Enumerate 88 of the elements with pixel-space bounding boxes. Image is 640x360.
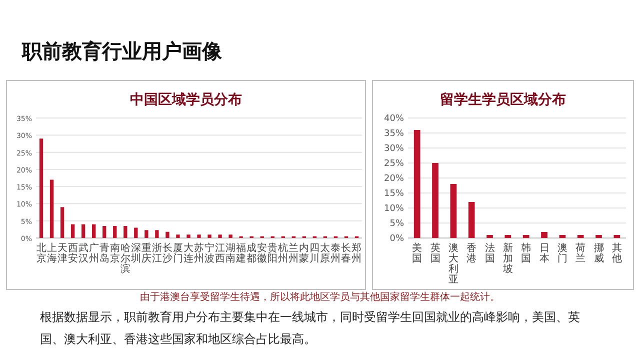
x-tick-label: 香港 <box>466 242 477 264</box>
x-tick-label: 长沙 <box>162 242 172 264</box>
x-tick-label: 日本 <box>539 243 550 264</box>
x-tick-label: 新加坡 <box>502 242 513 275</box>
x-tick-label: 兰州 <box>288 242 299 264</box>
bar <box>522 235 530 238</box>
bar <box>134 228 138 238</box>
x-tick-label: 澳门 <box>557 242 568 264</box>
y-tick-label: 30% <box>384 144 404 154</box>
x-tick-label: 郑州 <box>352 242 362 264</box>
x-tick-label: 宁波 <box>204 242 215 264</box>
bar <box>60 207 64 238</box>
x-tick-label: 上海 <box>46 242 57 264</box>
x-tick-label: 其他 <box>612 242 622 264</box>
x-tick-label: 泰州 <box>330 243 341 264</box>
x-tick-label: 法国 <box>484 242 495 264</box>
x-tick-label: 天津 <box>57 243 68 264</box>
y-tick-label: 10% <box>384 204 404 214</box>
bar <box>450 184 457 238</box>
text: 由于港澳台享受留学生待遇，所以将此地区学员与其他国家留学生群体一起统计。 <box>139 290 501 304</box>
bar <box>218 234 222 238</box>
y-tick-label: 35% <box>384 129 404 139</box>
x-tick-label: 杭州 <box>277 242 288 264</box>
bar <box>208 234 212 238</box>
x-tick-label: 北京 <box>36 242 46 264</box>
x-tick-label: 南京 <box>110 242 120 264</box>
bar <box>39 138 44 238</box>
bar <box>124 226 128 238</box>
y-tick-label: 15% <box>384 189 404 199</box>
x-tick-label: 内蒙 <box>299 242 310 264</box>
bar <box>176 234 180 238</box>
x-tick-label: 荷兰 <box>576 242 586 264</box>
bar <box>186 234 190 238</box>
x-tick-label: 成都 <box>246 242 257 264</box>
chart-title: 中国区域学员分布 <box>130 92 242 108</box>
bar <box>432 163 438 238</box>
x-tick-label: 重庆 <box>141 242 152 264</box>
y-tick-label: 5% <box>390 219 404 229</box>
x-tick-label: 韩国 <box>521 242 532 264</box>
x-tick-label: 长春 <box>341 242 352 264</box>
bar <box>70 224 75 238</box>
bar <box>144 230 148 238</box>
x-tick-label: 大连 <box>183 242 194 264</box>
bar <box>614 235 620 238</box>
bar <box>81 224 86 238</box>
bar <box>197 234 201 238</box>
x-tick-label: 四川 <box>310 243 320 264</box>
bar <box>577 235 584 238</box>
bar <box>102 226 106 238</box>
text: 职前教育行业用户画像 <box>22 38 222 65</box>
bar <box>468 202 475 238</box>
bar <box>541 232 548 238</box>
x-tick-label: 浙江 <box>152 242 162 264</box>
x-tick-label: 湖南 <box>226 242 236 264</box>
x-tick-label: 广州 <box>88 242 99 264</box>
bar <box>504 235 512 238</box>
bar <box>228 234 232 238</box>
x-tick-label: 厦门 <box>172 243 183 264</box>
x-tick-label: 美国 <box>412 242 422 264</box>
bar <box>92 224 96 238</box>
y-tick-label: 20% <box>384 174 404 184</box>
chart-title: 留学生学员区域分布 <box>440 92 566 108</box>
x-tick-label: 西安 <box>68 243 78 264</box>
x-tick-label: 哈尔滨 <box>120 242 130 275</box>
x-tick-label: 深圳 <box>130 242 141 264</box>
x-tick-label: 武汉 <box>78 242 88 264</box>
bar <box>113 226 117 238</box>
bar <box>166 232 170 238</box>
x-tick-label: 挪威 <box>594 242 604 264</box>
text: 根据数据显示，职前教育用户分布主要集中在一线城市，同时受留学生回国就业的高峰影响，美国、英国、澳大利亚、香港这些国家和地区综合占比最高。 <box>40 309 581 348</box>
x-tick-label: 苏州 <box>194 242 204 264</box>
x-tick-label: 安徽 <box>257 242 268 264</box>
x-tick-label: 澳大利亚 <box>448 242 458 286</box>
x-tick-label: 太原 <box>320 242 330 264</box>
x-tick-label: 福建 <box>235 242 246 264</box>
bar <box>486 235 493 238</box>
bar <box>50 180 54 238</box>
bar <box>155 230 159 238</box>
x-tick-label: 英国 <box>430 242 440 264</box>
bar <box>414 130 420 238</box>
y-tick-label: 25% <box>384 159 404 169</box>
y-tick-label: 40% <box>384 114 404 124</box>
bar <box>596 235 602 238</box>
x-tick-label: 贵阳 <box>268 242 278 264</box>
y-tick-label: 0% <box>390 234 404 244</box>
x-tick-label: 青岛 <box>99 242 110 264</box>
bar <box>559 235 566 238</box>
x-tick-label: 江西 <box>215 242 226 264</box>
